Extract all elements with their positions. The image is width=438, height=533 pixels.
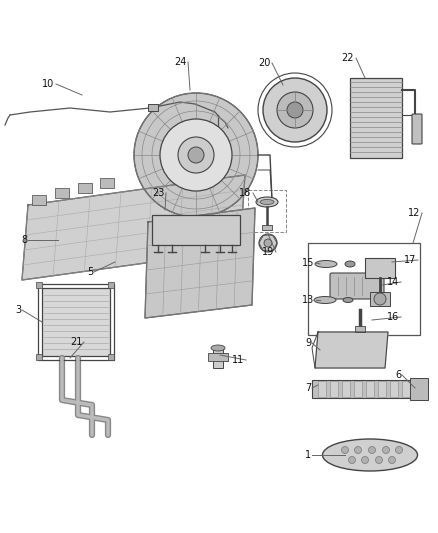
Bar xyxy=(38,284,114,360)
Circle shape xyxy=(382,447,389,454)
Bar xyxy=(208,353,228,361)
Bar xyxy=(354,381,362,397)
Bar xyxy=(366,381,374,397)
Text: 20: 20 xyxy=(258,58,270,68)
Bar xyxy=(42,288,110,356)
Bar xyxy=(350,78,402,158)
Ellipse shape xyxy=(211,345,225,351)
Bar xyxy=(330,381,338,397)
Text: 15: 15 xyxy=(302,258,314,268)
Circle shape xyxy=(277,92,313,128)
Bar xyxy=(365,258,395,278)
Text: 14: 14 xyxy=(387,277,399,287)
Bar xyxy=(248,190,286,232)
Circle shape xyxy=(361,456,368,464)
Text: 3: 3 xyxy=(15,305,21,315)
Text: 19: 19 xyxy=(262,247,274,257)
Bar xyxy=(390,381,398,397)
Text: 11: 11 xyxy=(232,355,244,365)
Text: 22: 22 xyxy=(342,53,354,63)
Ellipse shape xyxy=(343,297,353,303)
Bar xyxy=(342,381,350,397)
Circle shape xyxy=(349,456,356,464)
Text: 10: 10 xyxy=(42,79,54,89)
Circle shape xyxy=(375,456,382,464)
Text: 18: 18 xyxy=(239,188,251,198)
Text: 1: 1 xyxy=(305,450,311,460)
Circle shape xyxy=(389,456,396,464)
Text: 17: 17 xyxy=(404,255,416,265)
FancyBboxPatch shape xyxy=(412,114,422,144)
Text: 8: 8 xyxy=(21,235,27,245)
Bar xyxy=(108,354,114,360)
Text: 23: 23 xyxy=(152,188,164,198)
Bar xyxy=(355,326,365,332)
Circle shape xyxy=(178,137,214,173)
Circle shape xyxy=(263,78,327,142)
Bar xyxy=(378,381,386,397)
Text: 6: 6 xyxy=(395,370,401,380)
Circle shape xyxy=(259,234,277,252)
Bar xyxy=(215,140,224,147)
Bar xyxy=(36,354,42,360)
Circle shape xyxy=(264,239,272,247)
Circle shape xyxy=(342,447,349,454)
Ellipse shape xyxy=(322,439,417,471)
Circle shape xyxy=(134,93,258,217)
Bar xyxy=(402,381,410,397)
Text: 24: 24 xyxy=(174,57,186,67)
Circle shape xyxy=(287,102,303,118)
Text: 9: 9 xyxy=(305,338,311,348)
Polygon shape xyxy=(315,332,388,368)
Bar xyxy=(213,348,223,368)
Bar xyxy=(318,381,326,397)
Text: 13: 13 xyxy=(302,295,314,305)
Ellipse shape xyxy=(314,296,336,303)
Bar xyxy=(32,195,46,205)
Ellipse shape xyxy=(256,197,278,207)
Bar xyxy=(55,188,69,198)
Polygon shape xyxy=(145,208,255,318)
Text: 16: 16 xyxy=(387,312,399,322)
FancyBboxPatch shape xyxy=(330,273,384,299)
Bar xyxy=(152,215,240,245)
Bar xyxy=(370,292,390,306)
Text: 7: 7 xyxy=(305,383,311,393)
Bar xyxy=(36,282,42,288)
Bar xyxy=(308,243,420,335)
Bar xyxy=(78,183,92,193)
Bar xyxy=(312,380,412,398)
Bar xyxy=(262,225,272,230)
Circle shape xyxy=(160,119,232,191)
Text: 12: 12 xyxy=(408,208,420,218)
Bar xyxy=(148,104,158,111)
Text: 5: 5 xyxy=(87,267,93,277)
Text: 21: 21 xyxy=(70,337,82,347)
Circle shape xyxy=(354,447,361,454)
Circle shape xyxy=(374,293,386,305)
Circle shape xyxy=(188,147,204,163)
Circle shape xyxy=(396,447,403,454)
Circle shape xyxy=(368,447,375,454)
Bar xyxy=(108,282,114,288)
Ellipse shape xyxy=(345,261,355,267)
Bar xyxy=(100,178,114,188)
Ellipse shape xyxy=(260,199,274,205)
Bar xyxy=(410,378,428,400)
Polygon shape xyxy=(22,175,245,280)
Ellipse shape xyxy=(315,261,337,268)
